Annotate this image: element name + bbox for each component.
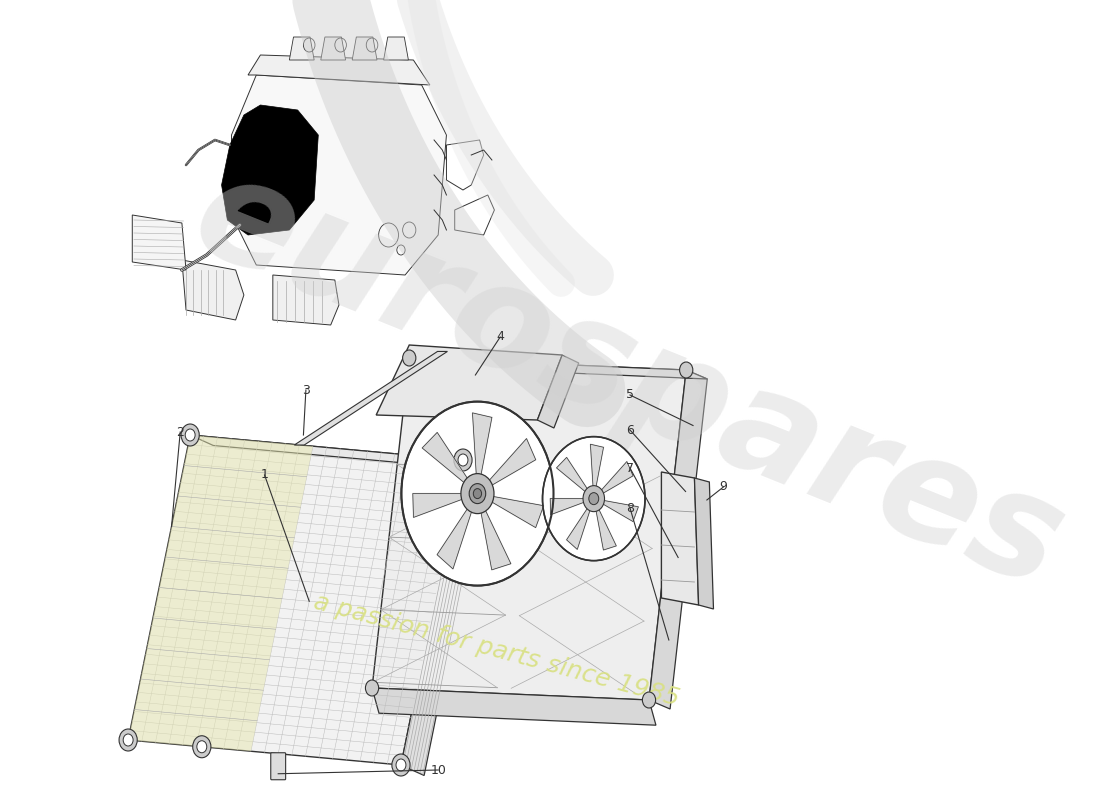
Text: 3: 3 — [302, 383, 310, 397]
Polygon shape — [402, 460, 486, 775]
Polygon shape — [273, 275, 339, 325]
Polygon shape — [477, 494, 510, 570]
Polygon shape — [132, 215, 186, 270]
Polygon shape — [594, 498, 638, 522]
Polygon shape — [248, 55, 430, 85]
Circle shape — [392, 754, 410, 776]
Text: 2: 2 — [176, 426, 184, 438]
Text: 7: 7 — [626, 462, 634, 474]
Polygon shape — [190, 435, 486, 470]
Polygon shape — [649, 370, 707, 709]
Circle shape — [458, 454, 468, 466]
Polygon shape — [437, 494, 477, 569]
FancyBboxPatch shape — [271, 753, 286, 780]
Circle shape — [365, 680, 378, 696]
Text: a passion for parts since 1985: a passion for parts since 1985 — [310, 590, 682, 710]
Circle shape — [197, 741, 207, 753]
Polygon shape — [182, 260, 244, 320]
Circle shape — [583, 486, 605, 512]
Polygon shape — [661, 472, 698, 605]
Circle shape — [542, 437, 645, 561]
Circle shape — [588, 493, 598, 505]
Polygon shape — [594, 498, 616, 550]
Circle shape — [470, 483, 486, 504]
Text: 6: 6 — [626, 423, 634, 437]
Text: 4: 4 — [496, 330, 504, 343]
Polygon shape — [477, 438, 536, 494]
Circle shape — [185, 429, 195, 441]
Text: 1: 1 — [261, 469, 268, 482]
Polygon shape — [566, 498, 594, 550]
Polygon shape — [128, 435, 463, 765]
Polygon shape — [372, 688, 656, 726]
Circle shape — [473, 489, 482, 498]
Circle shape — [642, 692, 656, 708]
Circle shape — [680, 362, 693, 378]
Polygon shape — [376, 345, 562, 420]
Circle shape — [402, 402, 553, 586]
Circle shape — [182, 424, 199, 446]
Polygon shape — [422, 433, 477, 494]
Polygon shape — [550, 498, 594, 514]
Polygon shape — [384, 37, 408, 60]
Text: 9: 9 — [719, 481, 727, 494]
Polygon shape — [594, 462, 634, 498]
Polygon shape — [295, 351, 448, 445]
Circle shape — [192, 736, 211, 758]
Polygon shape — [538, 355, 579, 428]
Text: 8: 8 — [626, 502, 634, 514]
Circle shape — [403, 350, 416, 366]
Circle shape — [396, 759, 406, 771]
Polygon shape — [694, 478, 714, 609]
Polygon shape — [221, 105, 318, 235]
Circle shape — [461, 474, 494, 514]
Text: 5: 5 — [626, 389, 634, 402]
Polygon shape — [409, 358, 707, 379]
Text: eurospares: eurospares — [174, 142, 1082, 618]
Polygon shape — [231, 75, 447, 275]
Text: 10: 10 — [430, 763, 447, 777]
Circle shape — [454, 449, 472, 471]
Polygon shape — [557, 458, 594, 498]
Circle shape — [119, 729, 138, 751]
Polygon shape — [477, 494, 543, 528]
Polygon shape — [128, 435, 312, 751]
Polygon shape — [591, 444, 604, 498]
Polygon shape — [412, 494, 477, 518]
Polygon shape — [352, 37, 377, 60]
Circle shape — [123, 734, 133, 746]
Polygon shape — [372, 358, 686, 700]
Polygon shape — [473, 413, 492, 494]
Polygon shape — [289, 37, 315, 60]
Polygon shape — [321, 37, 345, 60]
